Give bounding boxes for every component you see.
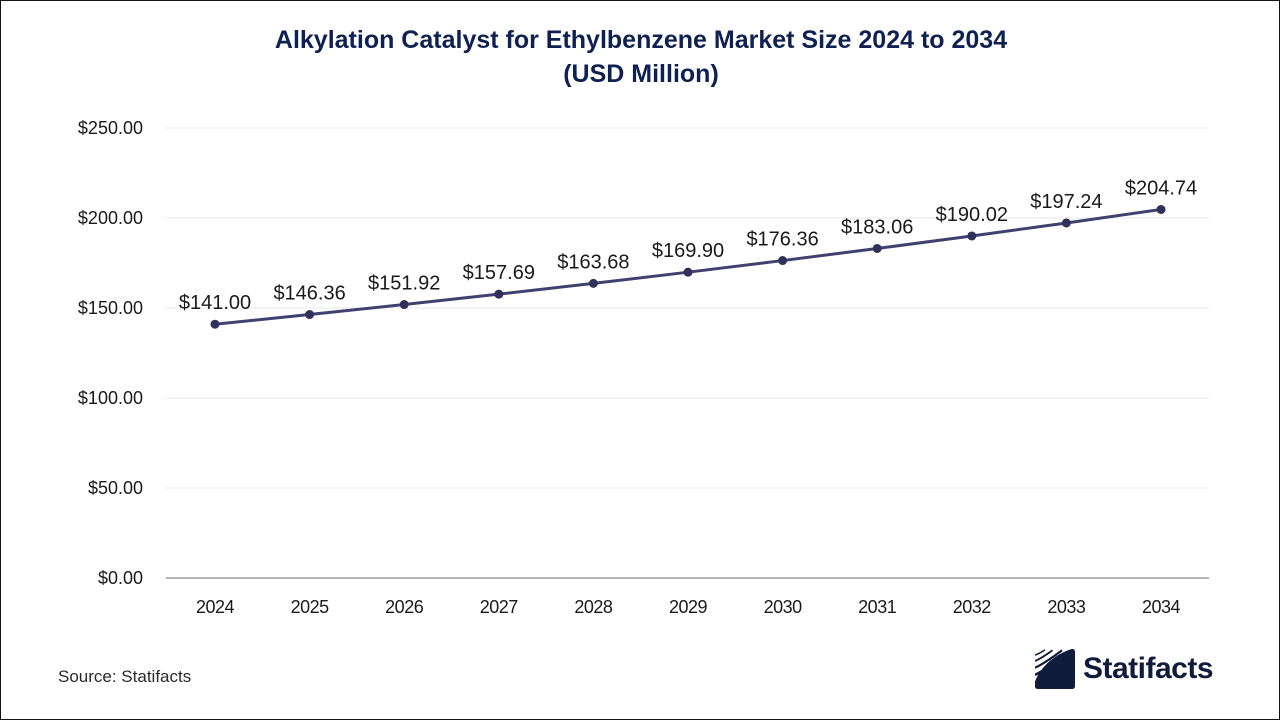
statifacts-logo-icon	[1034, 649, 1075, 689]
data-point-label: $197.24	[1030, 191, 1102, 213]
chart-title-line2: (USD Million)	[563, 60, 719, 88]
data-point-label: $151.92	[368, 273, 440, 295]
x-axis-tick-label: 2033	[1047, 597, 1086, 617]
x-axis-tick-label: 2030	[764, 597, 803, 617]
brand-logo: Statifacts	[1034, 649, 1214, 689]
data-point-marker	[683, 267, 693, 277]
y-axis-tick-label: $200.00	[78, 208, 143, 228]
data-point-label: $190.02	[936, 204, 1008, 226]
data-point-label: $169.90	[652, 240, 724, 262]
data-point-marker	[778, 256, 788, 266]
x-axis-tick-label: 2034	[1142, 597, 1181, 617]
series-line	[213, 207, 1163, 326]
y-axis-tick-label: $50.00	[88, 478, 143, 498]
y-axis-tick-label: $100.00	[78, 388, 143, 408]
x-axis-tick-label: 2028	[574, 597, 613, 617]
data-point-label: $146.36	[273, 283, 345, 305]
data-point-marker	[967, 231, 977, 241]
x-axis-tick-label: 2029	[669, 597, 708, 617]
y-axis-tick-label: $250.00	[78, 118, 143, 138]
data-point-marker	[588, 278, 598, 288]
data-point-marker	[305, 310, 315, 320]
brand-wordmark: Statifacts	[1082, 652, 1214, 685]
data-point-label: $157.69	[463, 262, 535, 284]
data-point-marker	[872, 243, 882, 253]
data-point-label: $141.00	[179, 292, 251, 314]
y-axis-tick-label: $150.00	[78, 298, 143, 318]
x-axis-tick-label: 2032	[953, 597, 992, 617]
data-point-label: $204.74	[1125, 177, 1197, 199]
source-attribution: Source: Statifacts	[58, 667, 192, 686]
x-axis-tick-label: 2031	[858, 597, 897, 617]
x-axis-tick-label: 2025	[291, 597, 330, 617]
data-point-marker	[399, 300, 409, 310]
chart-title-line1: Alkylation Catalyst for Ethylbenzene Mar…	[274, 26, 1008, 54]
data-point-label: $176.36	[746, 229, 818, 251]
x-axis-tick-label: 2027	[480, 597, 519, 617]
data-point-marker	[1061, 218, 1071, 228]
data-point-marker	[1156, 204, 1166, 214]
data-point-marker	[494, 289, 504, 299]
x-axis-tick-label: 2024	[196, 597, 235, 617]
data-point-marker	[210, 319, 220, 329]
chart-title: Alkylation Catalyst for Ethylbenzene Mar…	[1, 23, 1280, 91]
data-point-label: $163.68	[557, 251, 629, 273]
x-axis-tick-label: 2026	[385, 597, 424, 617]
y-axis-tick-label: $0.00	[98, 568, 143, 588]
data-point-label: $183.06	[841, 216, 913, 238]
